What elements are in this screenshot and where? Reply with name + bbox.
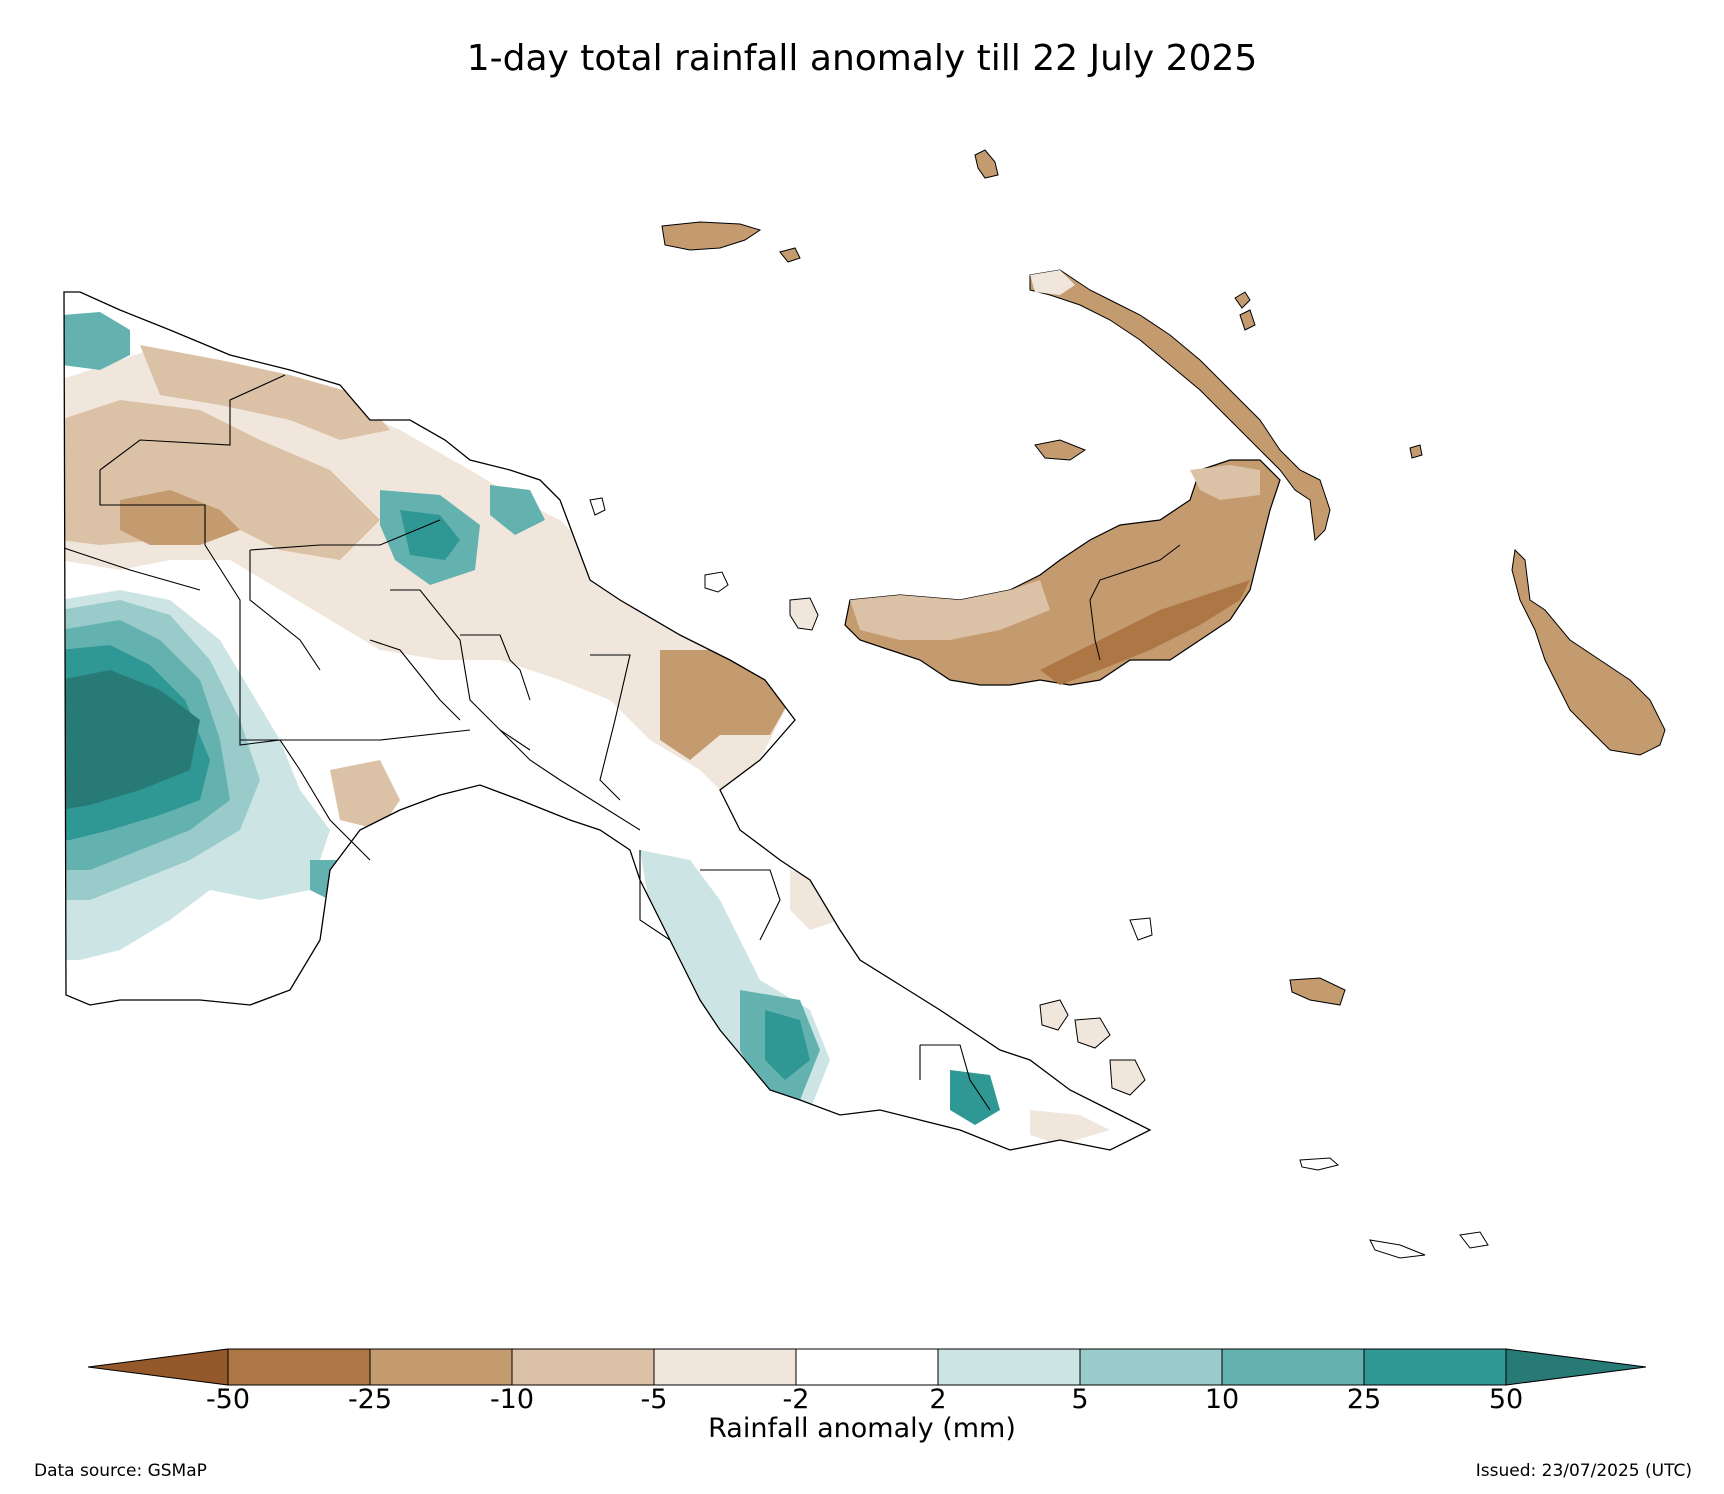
dry-zone-north-core (120, 490, 240, 545)
colorbar-bin-3 (511, 1348, 655, 1386)
map-title: 1-day total rainfall anomaly till 22 Jul… (466, 38, 1258, 79)
colorbar-label: Rainfall anomaly (mm) (708, 1413, 1016, 1444)
sudest-island (1369, 1239, 1426, 1259)
dry-zone-coast (140, 345, 390, 440)
normanby-island (1109, 1059, 1146, 1096)
colorbar-bin-5 (795, 1348, 939, 1386)
colorbar-tick: -50 (205, 1384, 251, 1415)
wet-zone-west-core (64, 670, 200, 810)
tabar-island (1239, 309, 1256, 331)
trobriand-island (1129, 917, 1153, 941)
colorbar-tick: 50 (1488, 1384, 1524, 1415)
bougainville-island (1511, 548, 1666, 756)
dry-zone-southcentral (330, 760, 400, 830)
mussau-island (974, 149, 999, 179)
colorbar-bin-4 (653, 1348, 797, 1386)
wet-zone-central-core (400, 510, 460, 560)
wet-zone-madang (490, 485, 545, 535)
manus-small-island (779, 247, 801, 263)
manus-island (661, 221, 762, 251)
umboi-island (789, 597, 819, 631)
wet-zone-southeast-core (765, 1010, 810, 1080)
woodlark-island (1289, 977, 1346, 1006)
colorbar-tick: -2 (782, 1384, 810, 1415)
new-ireland-island (1029, 269, 1331, 542)
colorbar-tick: -25 (347, 1384, 393, 1415)
lihir-island (1234, 291, 1251, 309)
colorbar-tick: -5 (640, 1384, 668, 1415)
colorbar-tick: 2 (929, 1384, 947, 1415)
new-britain-border (1089, 544, 1181, 661)
province-borders (63, 374, 991, 1111)
new-hanover-island (1034, 439, 1087, 461)
mainland-coastline (63, 291, 1152, 1151)
issued-date-note: Issued: 23/07/2025 (UTC) (1475, 1461, 1692, 1481)
new-britain-southcoast (1040, 580, 1250, 685)
wet-zone-south-gulf (950, 1070, 1000, 1125)
colorbar-bin-6 (937, 1348, 1081, 1386)
karkar-island (589, 497, 606, 516)
misima-island (1299, 1157, 1340, 1171)
wet-zone-northwest (64, 312, 130, 370)
colorbar (87, 1348, 1647, 1386)
colorbar-tick: 5 (1071, 1384, 1089, 1415)
fergusson-island (1074, 1017, 1111, 1049)
new-britain-east-light (1190, 465, 1260, 500)
colorbar-tick: 10 (1204, 1384, 1240, 1415)
colorbar-extend-low (87, 1348, 229, 1386)
new-britain-west-light (850, 580, 1050, 640)
colorbar-tick: -10 (489, 1384, 535, 1415)
dry-zone-east (660, 650, 790, 760)
colorbar-extend-high (1505, 1348, 1647, 1386)
long-island (704, 571, 729, 593)
data-source-note: Data source: GSMaP (34, 1461, 207, 1481)
colorbar-bin-9 (1363, 1348, 1507, 1386)
feni-island (1409, 444, 1423, 459)
goodenough-island (1039, 999, 1069, 1031)
colorbar-bin-2 (369, 1348, 513, 1386)
rossel-island (1459, 1231, 1489, 1249)
dry-zone-milne (1030, 1110, 1110, 1145)
colorbar-bin-1 (227, 1348, 371, 1386)
new-ireland-west (1030, 270, 1075, 295)
colorbar-tick: 25 (1346, 1384, 1382, 1415)
colorbar-bin-8 (1221, 1348, 1365, 1386)
colorbar-bin-7 (1079, 1348, 1223, 1386)
